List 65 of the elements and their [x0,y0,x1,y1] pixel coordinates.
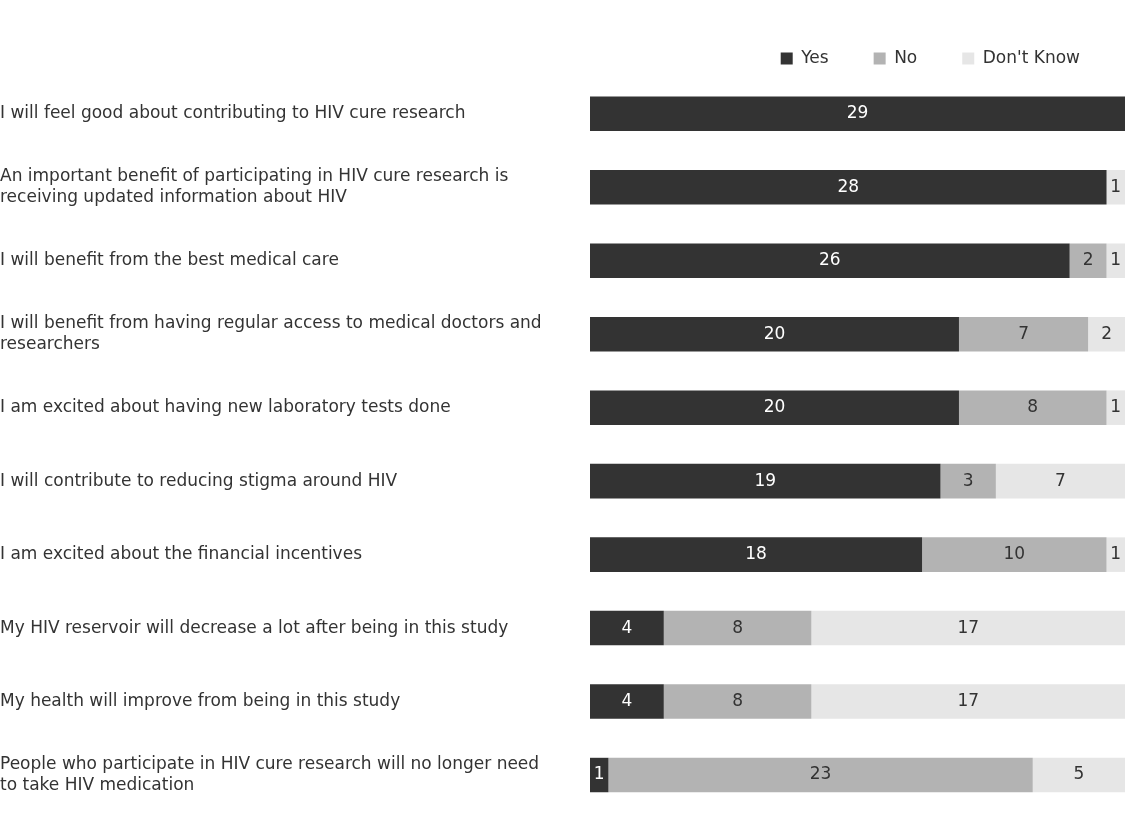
data-label: 8 [732,616,743,637]
legend-label: Don't Know [982,46,1081,67]
data-label: 23 [809,763,832,784]
y-tick-label: My health will improve from being in this study [0,690,401,710]
bar [1032,757,1125,793]
bar [1106,243,1125,278]
data-label: 20 [763,322,786,343]
data-label: 8 [1027,396,1039,417]
legend-label: Yes [800,46,829,67]
data-label: 1 [1110,396,1122,417]
y-tick-label: I am excited about having new laboratory tests done [0,396,451,417]
bar [958,390,1107,425]
y-tick-label: I will benefit from having regular access to medical doctors and researchers [0,312,542,353]
bar [608,757,1033,793]
y-tick-label: My HIV reservoir will decrease a lot after being in this study [0,616,509,637]
bar [1106,390,1125,425]
data-label: 1 [1110,543,1122,564]
bar [663,610,812,646]
data-label: 20 [763,396,786,417]
bar [590,684,664,719]
data-label: 7 [1018,322,1029,343]
bar [590,169,1107,205]
bar [940,463,996,499]
bar [590,610,664,646]
y-tick-label: I will feel good about contributing to HIV cure research [0,102,466,123]
y-tick-label: People who participate in HIV cure research will no longer need to take HIV medication [0,753,540,794]
bar [958,316,1089,352]
data-label: 17 [957,616,980,637]
bar [590,316,959,352]
data-label: 3 [962,469,974,490]
data-label: 4 [621,616,633,637]
bar [590,243,1070,278]
data-label: 17 [957,690,980,710]
bar [1069,243,1107,278]
bar [663,684,812,719]
data-label: 7 [1055,469,1066,490]
y-tick-label: I will contribute to reducing stigma around HIV [0,469,398,490]
bar [590,390,959,425]
y-tick-label: An important benefit of participating in HIV cure research is receiving updated information about HIV [0,165,509,206]
bar [590,537,923,572]
data-label: 2 [1101,322,1112,343]
data-label: 4 [621,690,633,710]
data-label: 18 [745,543,767,564]
data-label: 19 [754,469,777,490]
data-label: 1 [593,763,605,784]
bar [811,684,1125,719]
data-label: 28 [837,175,860,196]
data-label: 1 [1110,175,1122,196]
data-label: 10 [1003,543,1026,564]
bar [811,610,1125,646]
bar [590,96,1125,132]
data-label: 26 [819,249,841,270]
y-tick-label: I will benefit from the best medical care [0,249,339,270]
data-label: 1 [1110,249,1122,270]
bar [1106,537,1125,572]
data-label: 2 [1082,249,1094,270]
bar [590,463,941,499]
bar [1088,316,1125,352]
bar [922,537,1107,572]
data-label: 8 [732,690,743,710]
data-label: 5 [1073,763,1085,784]
data-label: 29 [846,102,869,123]
legend-label: No [894,46,918,67]
bar [995,463,1125,499]
y-tick-label: I am excited about the financial incentives [0,543,363,564]
